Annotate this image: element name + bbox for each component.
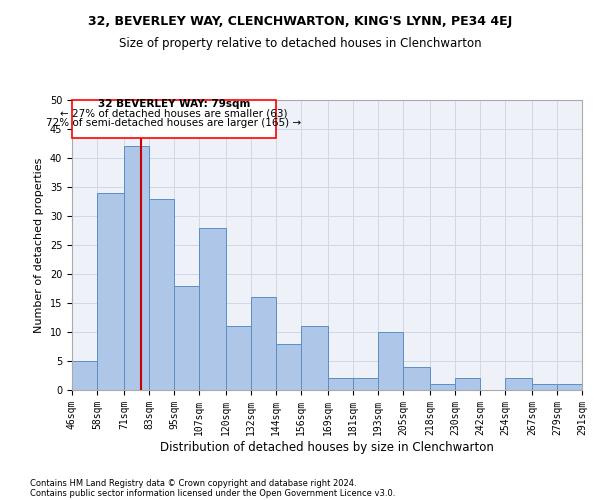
Text: Size of property relative to detached houses in Clenchwarton: Size of property relative to detached ho… (119, 38, 481, 51)
Bar (505, 378, 532, 390)
Text: 72% of semi-detached houses are larger (165) →: 72% of semi-detached houses are larger (… (46, 118, 302, 128)
Text: Contains HM Land Registry data © Crown copyright and database right 2024.: Contains HM Land Registry data © Crown c… (30, 478, 356, 488)
X-axis label: Distribution of detached houses by size in Clenchwarton: Distribution of detached houses by size … (160, 440, 494, 454)
Text: ← 27% of detached houses are smaller (63): ← 27% of detached houses are smaller (63… (60, 108, 288, 118)
Bar (124, 146, 149, 390)
Bar (276, 344, 301, 390)
Bar (251, 297, 276, 390)
Bar (557, 384, 582, 390)
Bar (403, 367, 430, 390)
Bar (97, 193, 124, 390)
Bar (72, 361, 97, 390)
Bar (149, 198, 174, 390)
Bar (353, 378, 378, 390)
Text: 32 BEVERLEY WAY: 79sqm: 32 BEVERLEY WAY: 79sqm (98, 100, 250, 110)
Bar (532, 384, 557, 390)
Bar (378, 332, 403, 390)
Bar (430, 384, 455, 390)
Bar (199, 228, 226, 390)
Text: Contains public sector information licensed under the Open Government Licence v3: Contains public sector information licen… (30, 488, 395, 498)
Bar (328, 378, 353, 390)
Bar (174, 286, 199, 390)
Text: 32, BEVERLEY WAY, CLENCHWARTON, KING'S LYNN, PE34 4EJ: 32, BEVERLEY WAY, CLENCHWARTON, KING'S L… (88, 15, 512, 28)
Bar (301, 326, 328, 390)
Y-axis label: Number of detached properties: Number of detached properties (34, 158, 44, 332)
Bar (72, 100, 276, 138)
Bar (226, 326, 251, 390)
Bar (455, 378, 480, 390)
